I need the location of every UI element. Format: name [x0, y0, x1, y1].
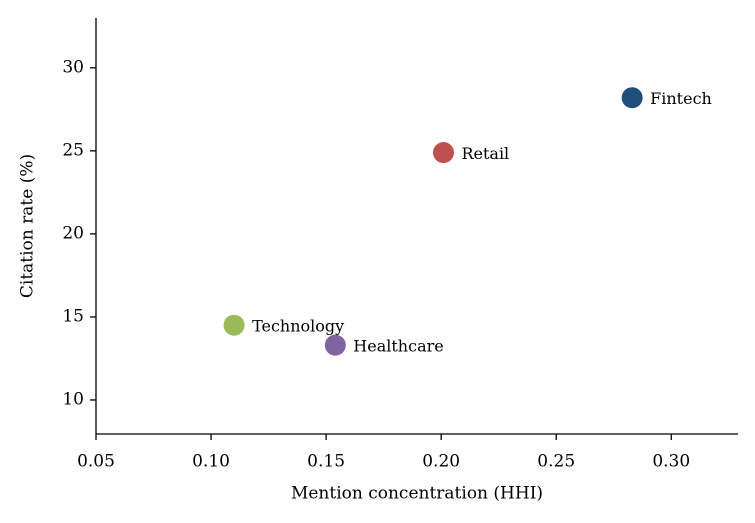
point — [223, 314, 245, 336]
x-tick-label: 0.30 — [652, 452, 690, 472]
point-label: Technology — [252, 317, 344, 336]
x-tick-label: 0.05 — [77, 452, 115, 472]
x-tick-label: 0.10 — [192, 452, 230, 472]
point — [621, 87, 643, 109]
x-axis-label: Mention concentration (HHI) — [291, 484, 543, 504]
x-tick-label: 0.20 — [422, 452, 460, 472]
x-tick-label: 0.15 — [307, 452, 345, 472]
point — [432, 142, 454, 164]
point — [324, 334, 346, 356]
point-label: Retail — [461, 144, 509, 163]
x-tick-label: 0.25 — [537, 452, 575, 472]
point-label: Healthcare — [353, 337, 443, 356]
y-axis-label: Citation rate (%) — [18, 154, 38, 298]
y-tick-label: 30 — [62, 57, 84, 77]
y-tick-label: 25 — [62, 140, 84, 160]
y-tick-label: 20 — [62, 223, 84, 243]
y-tick-label: 10 — [62, 389, 84, 409]
point-label: Fintech — [650, 89, 712, 108]
y-tick-label: 15 — [62, 306, 84, 326]
